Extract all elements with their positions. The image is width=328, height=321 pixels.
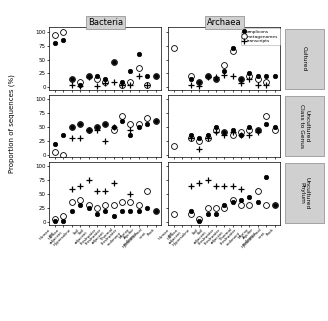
Title: Archaea: Archaea — [207, 18, 242, 27]
Legend: amplicons, metagenomes, transcripts: amplicons, metagenomes, transcripts — [241, 28, 279, 45]
Text: Cultured: Cultured — [302, 46, 307, 71]
Text: Proportion of sequences (%): Proportion of sequences (%) — [8, 74, 15, 173]
FancyBboxPatch shape — [285, 163, 324, 223]
FancyBboxPatch shape — [285, 96, 324, 156]
Text: Uncultured
Class to Genus: Uncultured Class to Genus — [299, 104, 310, 148]
FancyBboxPatch shape — [285, 29, 324, 89]
Text: Uncultured
Phylum: Uncultured Phylum — [299, 177, 310, 209]
Title: Bacteria: Bacteria — [88, 18, 123, 27]
